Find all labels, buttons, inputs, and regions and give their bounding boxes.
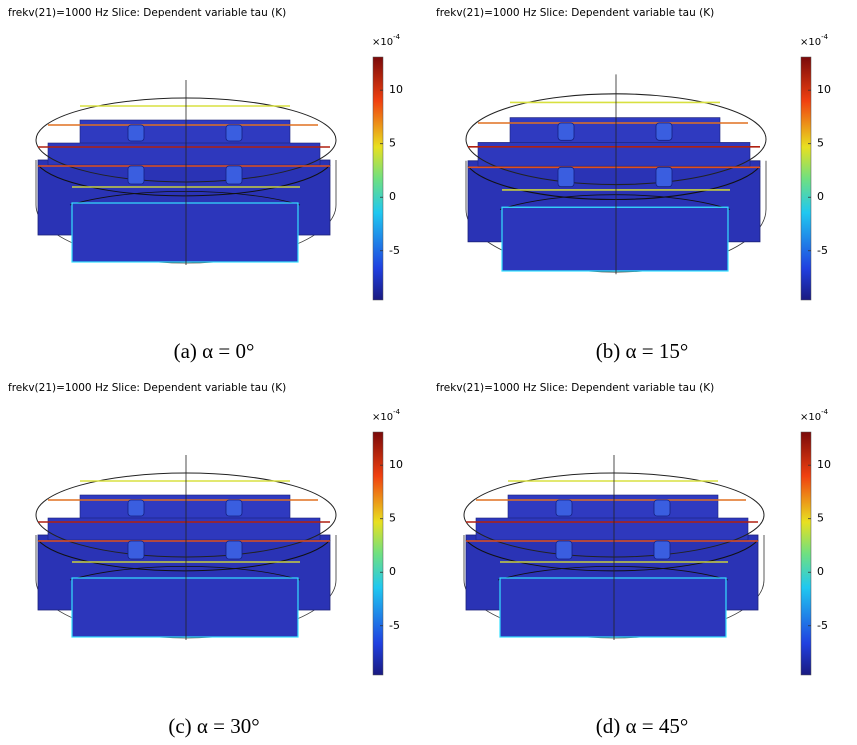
model-view: [465, 73, 767, 276]
colorbar-tick-label: 5: [817, 137, 824, 150]
colorbar-tick-label: 10: [389, 83, 403, 96]
caption: (a) α = 0°: [174, 339, 255, 363]
colorbar-tick-label: -5: [389, 619, 400, 632]
colorbar-multiplier: ×10-4: [800, 408, 829, 423]
colorbar-tick-label: -5: [389, 244, 400, 257]
multiplier-exponent: -4: [393, 33, 401, 41]
multiplier-exponent: -4: [821, 33, 829, 41]
caption: (c) α = 30°: [168, 714, 259, 738]
caption: (b) α = 15°: [596, 339, 688, 363]
colorbar-tick-label: 10: [817, 458, 831, 471]
multiplier-base: ×10: [372, 412, 393, 423]
colorbar-tick-label: 10: [817, 83, 831, 96]
plot-title: frekv(21)=1000 Hz Slice: Dependent varia…: [8, 7, 286, 19]
multiplier-base: ×10: [800, 412, 821, 423]
panel: frekv(21)=1000 Hz Slice: Dependent varia…: [436, 382, 831, 738]
plot-title: frekv(21)=1000 Hz Slice: Dependent varia…: [436, 382, 714, 394]
colorbar: [372, 431, 384, 676]
model-view: [35, 454, 337, 641]
multiplier-exponent: -4: [821, 408, 829, 416]
colorbar-multiplier: ×10-4: [800, 33, 829, 48]
plot-title: frekv(21)=1000 Hz Slice: Dependent varia…: [436, 7, 714, 19]
colorbar-tick-label: 5: [389, 512, 396, 525]
colorbar-tick-label: 0: [817, 565, 824, 578]
colorbar: [372, 56, 384, 301]
colorbar-tick-label: 10: [389, 458, 403, 471]
model-view: [463, 454, 765, 641]
colorbar-tick-label: 5: [817, 512, 824, 525]
colorbar-tick-label: -5: [817, 244, 828, 257]
colorbar-tick-label: 0: [817, 190, 824, 203]
panel: frekv(21)=1000 Hz Slice: Dependent varia…: [8, 7, 403, 363]
colorbar: [800, 56, 812, 301]
multiplier-base: ×10: [800, 37, 821, 48]
colorbar-multiplier: ×10-4: [372, 408, 401, 423]
colorbar: [800, 431, 812, 676]
colorbar-tick-label: 5: [389, 137, 396, 150]
colorbar-multiplier: ×10-4: [372, 33, 401, 48]
colorbar-tick-label: 0: [389, 190, 396, 203]
caption: (d) α = 45°: [596, 714, 688, 738]
panel: frekv(21)=1000 Hz Slice: Dependent varia…: [8, 382, 403, 738]
multiplier-base: ×10: [372, 37, 393, 48]
multiplier-exponent: -4: [393, 408, 401, 416]
plot-title: frekv(21)=1000 Hz Slice: Dependent varia…: [8, 382, 286, 394]
colorbar-tick-label: -5: [817, 619, 828, 632]
colorbar-tick-label: 0: [389, 565, 396, 578]
panel: frekv(21)=1000 Hz Slice: Dependent varia…: [436, 7, 831, 363]
model-view: [35, 79, 337, 266]
